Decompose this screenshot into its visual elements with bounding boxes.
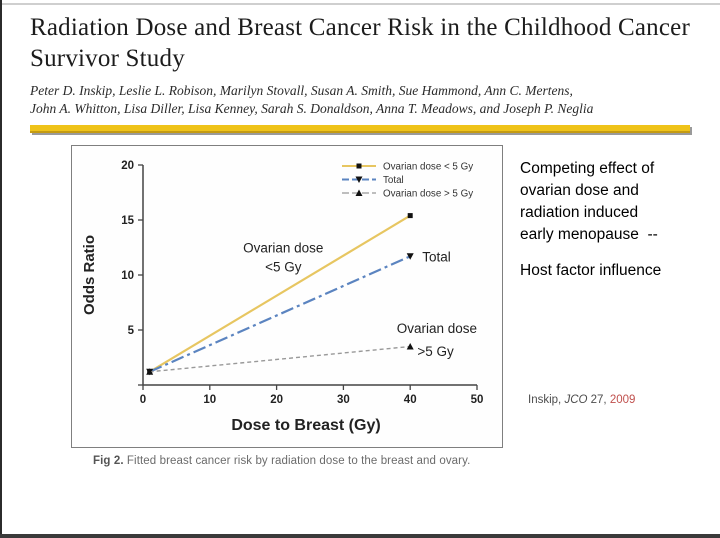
citation: Inskip, JCO 27, 2009 (528, 394, 635, 406)
figure-panel: 0 10 20 30 40 50 5 10 15 20 Odds Ratio Dose to Brea… (71, 145, 503, 448)
svg-text:5: 5 (128, 325, 135, 337)
svg-text:Dose to Breast (Gy): Dose to Breast (Gy) (231, 417, 380, 434)
svg-text:10: 10 (203, 394, 216, 406)
note-line: early menopause -- (520, 226, 658, 243)
svg-text:<5 Gy: <5 Gy (265, 259, 302, 274)
citation-author: Inskip, (528, 394, 565, 406)
slide-left-border (0, 0, 2, 538)
svg-text:30: 30 (337, 394, 350, 406)
svg-text:Ovarian dose: Ovarian dose (397, 321, 477, 336)
svg-text:0: 0 (140, 394, 146, 406)
divider-bar (30, 125, 690, 133)
figure-caption: Fig 2. Fitted breast cancer risk by radi… (93, 455, 513, 467)
slide-bottom-bar (0, 534, 720, 538)
svg-text:Ovarian dose < 5 Gy: Ovarian dose < 5 Gy (383, 162, 473, 173)
note-host-factor: Host factor influence (520, 262, 662, 279)
annotation-notes: Competing effect of ovarian dose and rad… (520, 158, 716, 282)
note-spacer (520, 246, 716, 260)
slide-top-border (0, 3, 720, 5)
authors-list: Peter D. Inskip, Leslie L. Robison, Mari… (30, 82, 706, 118)
svg-text:Total: Total (383, 175, 404, 186)
note-line: ovarian dose and (520, 182, 639, 199)
citation-year: 2009 (609, 394, 636, 406)
svg-text:50: 50 (471, 394, 484, 406)
note-line: radiation induced (520, 204, 639, 221)
svg-text:Ovarian dose: Ovarian dose (243, 241, 323, 256)
authors-line-2: John A. Whitton, Lisa Diller, Lisa Kenne… (30, 101, 594, 116)
svg-text:20: 20 (270, 394, 283, 406)
citation-journal: JCO (564, 394, 588, 406)
svg-text:15: 15 (121, 215, 134, 227)
authors-line-1: Peter D. Inskip, Leslie L. Robison, Mari… (30, 83, 573, 98)
svg-text:20: 20 (121, 160, 134, 172)
odds-ratio-line-chart: 0 10 20 30 40 50 5 10 15 20 Odds Ratio Dose to Brea… (81, 160, 484, 434)
svg-text:40: 40 (404, 394, 417, 406)
svg-text:Odds Ratio: Odds Ratio (81, 235, 98, 315)
slide-title: Radiation Dose and Breast Cancer Risk in… (30, 14, 690, 72)
svg-text:>5 Gy: >5 Gy (417, 344, 454, 359)
note-line: Competing effect of (520, 160, 655, 177)
citation-volume: 27, (587, 394, 610, 406)
figure-caption-text: Fitted breast cancer risk by radiation d… (123, 455, 471, 467)
figure-caption-label: Fig 2. (93, 455, 124, 467)
svg-text:Total: Total (422, 249, 451, 264)
svg-text:Ovarian dose > 5 Gy: Ovarian dose > 5 Gy (383, 189, 473, 200)
svg-text:10: 10 (121, 270, 134, 282)
